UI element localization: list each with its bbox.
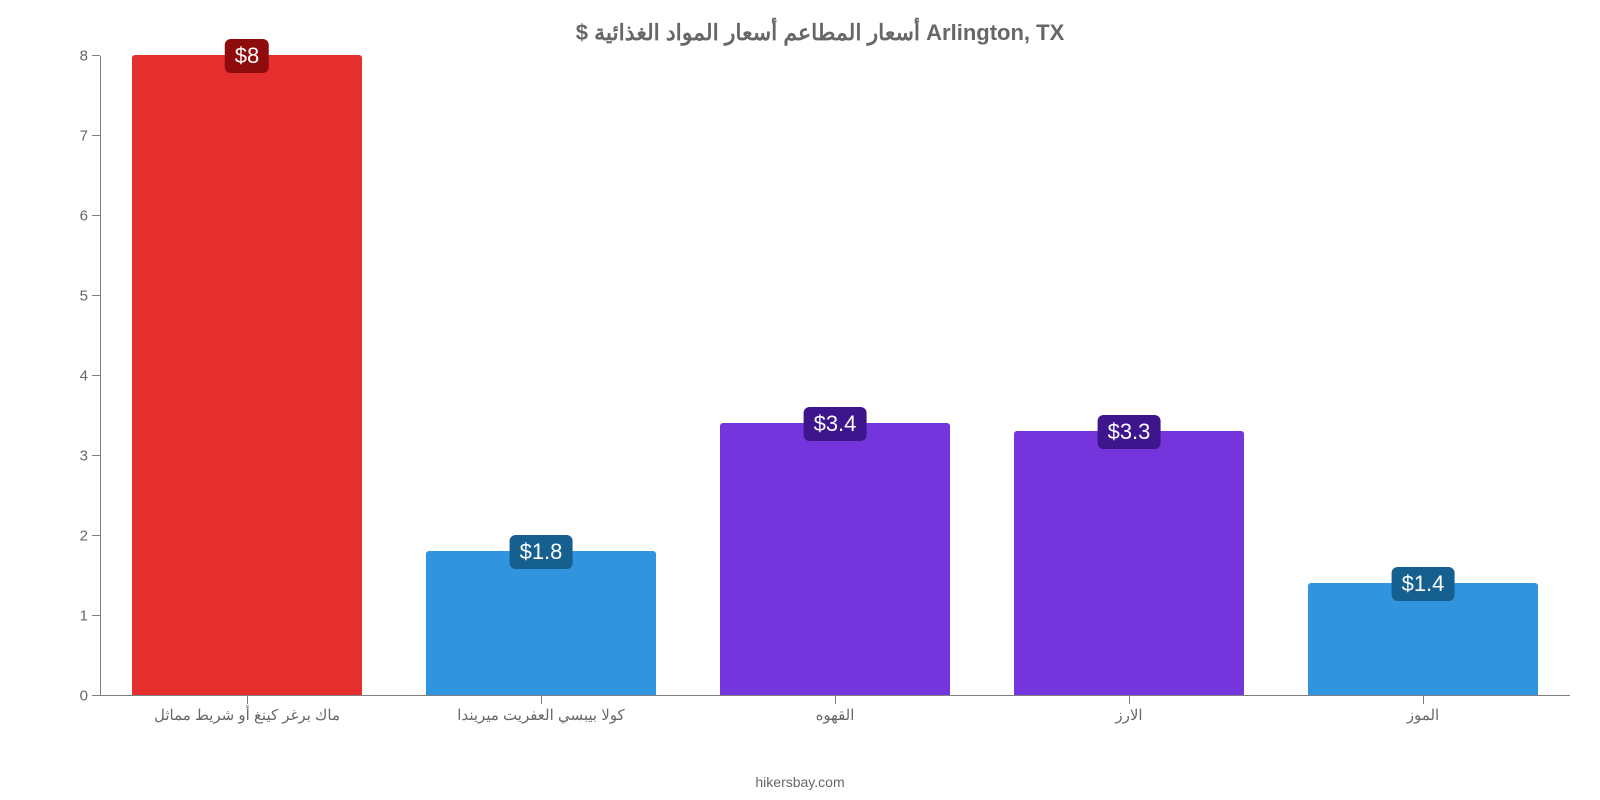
y-tick-mark [92,55,100,56]
y-tick-label: 3 [80,448,88,465]
x-tick-mark [247,696,248,704]
bar-slot: $1.4 [1276,56,1570,696]
bar [426,551,655,695]
y-tick-mark [92,455,100,456]
y-tick-mark [92,615,100,616]
y-axis: 012345678 [60,56,100,696]
bar [1014,431,1243,695]
price-chart: $ أسعار المطاعم أسعار المواد الغذائية Ar… [0,0,1600,800]
value-badge: $3.3 [1098,415,1161,449]
x-label: القهوه [688,706,982,724]
plot-area: 012345678 $8$1.8$3.4$3.3$1.4 ماك برغر كي… [70,56,1570,696]
y-tick-label: 2 [80,528,88,545]
bar-slot: $3.3 [982,56,1276,696]
bar-slot: $3.4 [688,56,982,696]
x-tick-mark [835,696,836,704]
y-tick-mark [92,535,100,536]
x-label: الموز [1276,706,1570,724]
y-tick-mark [92,135,100,136]
y-tick-label: 5 [80,288,88,305]
y-tick-mark [92,215,100,216]
x-labels: ماك برغر كينغ أو شريط مماثلكولا بيبسي ال… [100,706,1570,724]
bars-container: $8 $1.8 $3.4 $3.3 $1.4 [100,56,1570,696]
x-label: كولا بيبسي العفريت ميريندا [394,706,688,724]
x-label: ماك برغر كينغ أو شريط مماثل [100,706,394,724]
x-tick-mark [1423,696,1424,704]
value-badge: $3.4 [804,407,867,441]
value-badge: $1.4 [1392,567,1455,601]
y-tick-label: 6 [80,208,88,225]
bar [132,55,361,695]
y-tick-mark [92,695,100,696]
chart-title: $ أسعار المطاعم أسعار المواد الغذائية Ar… [70,20,1570,46]
bar [720,423,949,695]
y-tick-label: 4 [80,368,88,385]
x-label: الارز [982,706,1276,724]
credit-text: hikersbay.com [0,774,1600,790]
y-tick-label: 0 [80,688,88,705]
y-tick-label: 7 [80,128,88,145]
y-tick-label: 1 [80,608,88,625]
x-tick-mark [1129,696,1130,704]
bar-slot: $8 [100,56,394,696]
bar-slot: $1.8 [394,56,688,696]
x-tick-mark [541,696,542,704]
y-tick-mark [92,375,100,376]
y-tick-mark [92,295,100,296]
value-badge: $1.8 [510,535,573,569]
value-badge: $8 [225,39,269,73]
y-tick-label: 8 [80,48,88,65]
